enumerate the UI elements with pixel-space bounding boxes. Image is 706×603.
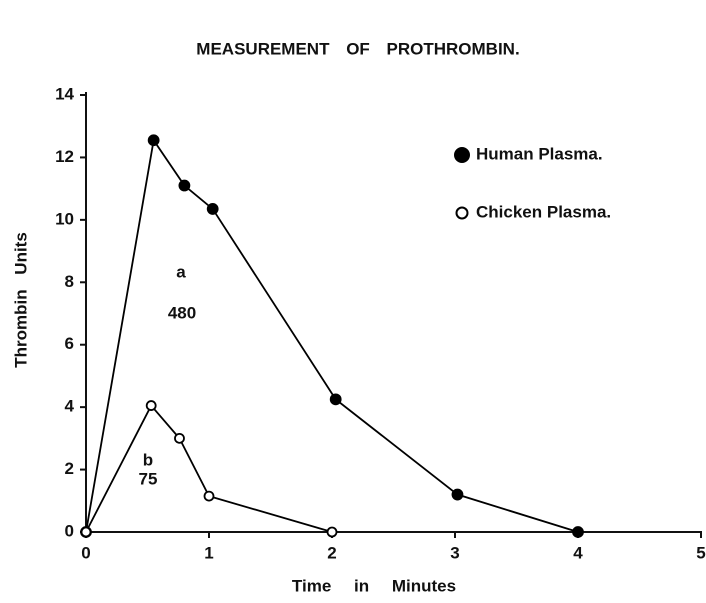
y-tick-label: 8 <box>65 272 74 291</box>
annotation: 75 <box>139 469 158 488</box>
x-tick-label: 2 <box>327 543 336 562</box>
data-point <box>174 432 185 444</box>
data-point <box>451 488 464 501</box>
legend-marker <box>455 206 469 220</box>
annotation: 480 <box>168 303 196 322</box>
y-axis-label: Thrombin Units <box>11 232 30 368</box>
x-tick-label: 5 <box>696 543 705 562</box>
y-tick-label: 0 <box>65 521 74 540</box>
data-point <box>572 526 584 538</box>
data-point <box>147 134 160 147</box>
chart-title: MEASUREMENT OF PROTHROMBIN. <box>196 39 519 58</box>
x-tick-label: 4 <box>573 543 583 562</box>
y-tick-label: 14 <box>55 84 74 103</box>
data-point <box>206 203 219 215</box>
y-tick-label: 10 <box>55 209 74 228</box>
annotation: b <box>143 450 153 469</box>
x-tick-label: 0 <box>81 543 90 562</box>
legend-label: Human Plasma. <box>476 144 603 163</box>
legend-label: Chicken Plasma. <box>476 202 611 221</box>
legend-marker <box>454 147 470 163</box>
y-tick-label: 12 <box>55 147 74 166</box>
data-point <box>329 393 342 406</box>
data-point <box>178 179 191 192</box>
y-tick-label: 4 <box>65 397 75 416</box>
x-axis-label: Time in Minutes <box>292 576 456 595</box>
y-tick-label: 2 <box>65 459 74 478</box>
data-point <box>326 526 338 538</box>
data-point <box>203 490 215 502</box>
data-point <box>145 400 157 411</box>
data-point <box>80 526 92 538</box>
y-tick-label: 6 <box>65 334 74 353</box>
x-tick-label: 1 <box>204 543 213 562</box>
series-line <box>85 137 579 533</box>
annotation: a <box>176 262 186 281</box>
x-tick-label: 3 <box>450 543 459 562</box>
series-line <box>85 403 333 533</box>
